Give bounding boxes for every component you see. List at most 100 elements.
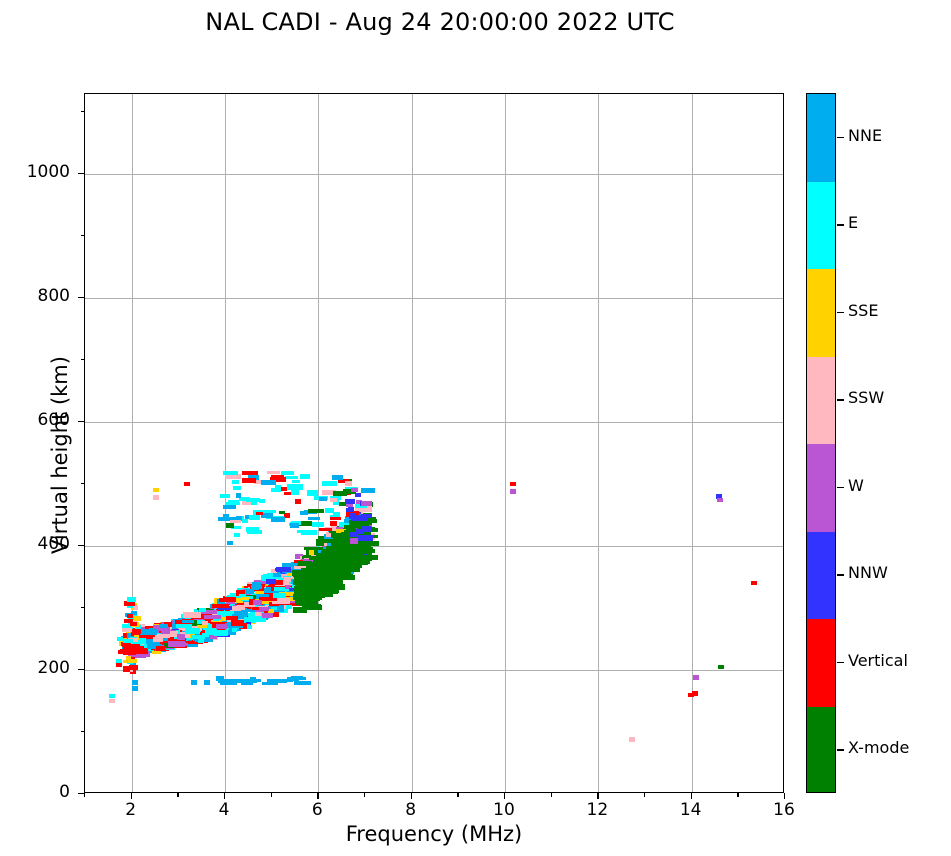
data-point — [238, 623, 248, 630]
data-point — [319, 496, 327, 501]
colorbar-label-w: W — [848, 475, 864, 495]
data-point — [133, 640, 141, 647]
colorbar[interactable] — [806, 93, 836, 793]
colorbar-segment-e[interactable] — [807, 181, 835, 269]
data-point — [321, 490, 337, 496]
colorbar-tick — [837, 136, 844, 139]
data-point — [122, 645, 133, 649]
data-point — [157, 637, 175, 644]
data-point — [138, 638, 154, 644]
data-point — [122, 639, 133, 644]
data-point — [717, 664, 724, 670]
data-point — [288, 587, 296, 592]
y-tick-minor — [80, 730, 84, 733]
data-point — [256, 593, 269, 600]
data-point — [202, 633, 214, 638]
data-point — [259, 607, 270, 611]
data-point — [300, 575, 316, 581]
y-tick-label: 400 — [37, 533, 70, 554]
data-point — [329, 529, 340, 533]
gridline-horizontal — [85, 173, 783, 175]
data-point — [315, 539, 334, 543]
y-tick — [78, 296, 84, 299]
data-point — [319, 527, 333, 531]
data-point — [308, 508, 325, 513]
data-point — [251, 584, 260, 591]
data-point — [124, 618, 134, 623]
plot-area[interactable] — [84, 93, 784, 793]
data-point — [255, 588, 265, 594]
data-point — [336, 571, 344, 577]
x-tick — [410, 793, 412, 799]
data-point — [300, 474, 311, 479]
data-point — [183, 612, 202, 618]
data-point — [225, 501, 241, 505]
colorbar-segment-sse[interactable] — [807, 269, 835, 357]
data-point — [251, 616, 266, 622]
gridline-horizontal — [85, 669, 783, 671]
data-point — [243, 606, 259, 612]
data-point — [258, 499, 265, 504]
data-point — [215, 624, 227, 629]
y-tick-minor — [80, 482, 84, 485]
data-point — [337, 555, 355, 561]
colorbar-label-x-mode: X-mode — [848, 738, 910, 758]
data-point — [226, 615, 239, 621]
colorbar-segment-nne[interactable] — [807, 94, 835, 182]
colorbar-segment-w[interactable] — [807, 444, 835, 532]
data-point — [264, 510, 277, 514]
data-point — [267, 470, 280, 474]
data-point — [198, 608, 206, 613]
gridline-horizontal — [85, 297, 783, 299]
data-point — [255, 582, 262, 588]
data-point — [715, 494, 722, 499]
data-point — [361, 501, 372, 507]
data-point — [191, 680, 198, 685]
data-point — [349, 547, 363, 553]
data-point — [327, 551, 346, 556]
y-tick — [78, 420, 84, 423]
data-point — [245, 621, 252, 626]
data-point — [117, 636, 135, 642]
data-point — [130, 632, 145, 636]
colorbar-segment-vertical[interactable] — [807, 619, 835, 707]
data-point — [304, 546, 323, 551]
data-point — [201, 623, 214, 630]
data-point — [133, 604, 139, 611]
data-point — [232, 486, 241, 491]
colorbar-label-vertical: Vertical — [848, 650, 908, 670]
y-tick-label: 800 — [37, 285, 70, 306]
data-point — [231, 619, 244, 626]
data-point — [132, 680, 139, 685]
data-point — [338, 540, 356, 546]
data-point — [241, 519, 248, 524]
x-tick — [784, 793, 786, 799]
colorbar-segment-ssw[interactable] — [807, 356, 835, 444]
data-point — [357, 535, 373, 542]
data-point — [347, 557, 366, 562]
data-point — [268, 576, 279, 582]
data-point — [135, 625, 141, 631]
data-point — [340, 573, 354, 580]
data-point — [129, 669, 136, 674]
data-point — [277, 605, 284, 611]
colorbar-segment-x-mode[interactable] — [807, 706, 835, 792]
data-point — [330, 521, 338, 526]
data-point — [218, 516, 234, 521]
data-point — [360, 487, 376, 493]
y-tick — [78, 172, 84, 175]
data-point — [279, 591, 297, 597]
gridline-horizontal — [85, 545, 783, 547]
colorbar-segment-nnw[interactable] — [807, 531, 835, 619]
data-point — [254, 611, 261, 617]
data-point — [338, 546, 350, 552]
data-point — [140, 642, 153, 648]
data-point — [292, 479, 301, 484]
data-point — [309, 549, 315, 555]
data-point — [199, 609, 217, 615]
data-point — [230, 526, 241, 530]
data-point — [267, 585, 277, 592]
data-point — [351, 515, 367, 522]
data-point — [156, 645, 166, 651]
data-point — [332, 491, 348, 496]
